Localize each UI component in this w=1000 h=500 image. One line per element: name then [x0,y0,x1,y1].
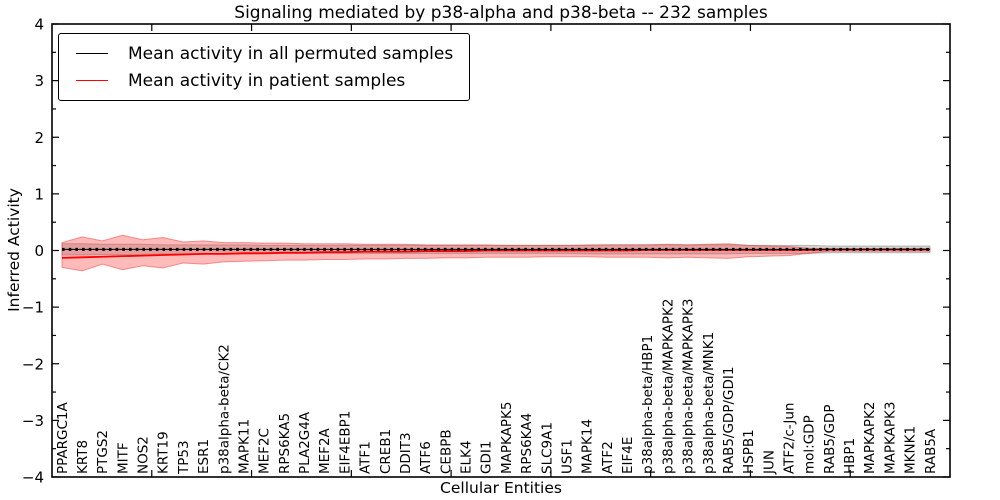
entity-label: ESR1 [196,439,212,474]
y-tick-label: 4 [34,16,44,34]
legend: Mean activity in all permuted samples Me… [58,33,471,101]
entity-label: MAPKAPK5 [499,402,515,474]
y-tick-label: −4 [22,469,44,487]
entity-label: p38alpha-beta/MAPKAPK2 [660,299,676,475]
entity-label: MEF2C [257,428,273,474]
entity-label: MKNK1 [903,426,919,474]
entity-label: KRT8 [75,440,91,474]
entity-label: MAPK11 [236,419,252,474]
entity-label: GDI1 [479,441,495,474]
y-tick-label: −3 [22,412,44,430]
entity-label: JUN [761,450,777,475]
entity-label: MITF [115,442,131,474]
legend-label-permuted: Mean activity in all permuted samples [128,43,454,64]
entity-label: EIF4E [620,437,636,474]
entity-label: SLC9A1 [539,422,555,474]
entity-label: PLA2G4A [297,411,313,474]
entity-label: RAB5A [923,428,939,474]
entity-label: RPS6KA5 [277,413,293,474]
entity-label: MEF2A [317,427,333,474]
entity-label: EIF4EBP1 [337,411,353,474]
entity-label: DDIT3 [398,432,414,474]
entity-label: MAPKAPK3 [882,402,898,474]
entity-label: p38alpha-beta/MAPKAPK3 [681,299,697,475]
entity-label: PTGS2 [95,430,111,474]
entity-label: HBP1 [842,438,858,474]
entity-label: USF1 [559,439,575,474]
entity-label: CREB1 [378,429,394,474]
entity-label: TP53 [176,440,192,475]
patient-mean-line [61,248,930,259]
entity-label: RAB5/GDP [822,405,838,474]
entity-label: NOS2 [136,436,152,474]
entity-label: p38alpha-beta/MNK1 [701,332,717,474]
legend-line-red-icon [76,80,108,81]
entity-label: MAPKAPK2 [862,402,878,474]
legend-item-permuted: Mean activity in all permuted samples [59,40,453,67]
y-tick-label: 2 [34,129,44,147]
entity-label: KRT19 [156,431,172,474]
x-axis-label: Cellular Entities [440,479,562,497]
entity-label: p38alpha-beta/HBP1 [640,335,656,474]
entity-label: p38alpha-beta/CK2 [216,344,232,474]
entity-label: ATF1 [358,441,374,474]
entity-label: MAPK14 [580,419,596,474]
entity-label: PPARGC1A [55,401,71,474]
y-tick-label: −2 [22,355,44,373]
legend-item-patient: Mean activity in patient samples [59,67,453,94]
entity-label: CEBPB [438,429,454,474]
chart-title: Signaling mediated by p38-alpha and p38-… [234,3,768,23]
entity-label: ATF2/c-Jun [781,403,797,474]
y-tick-label: 3 [34,72,44,90]
legend-label-patient: Mean activity in patient samples [128,70,406,91]
entity-label: RPS6KA4 [519,413,535,474]
y-tick-label: 1 [34,185,44,203]
entity-label: ATF6 [418,441,434,474]
entity-label: HSPB1 [741,429,757,474]
y-tick-label: −1 [22,299,44,317]
entity-label: ELK4 [459,441,475,475]
entity-label: mol:GDP [802,415,818,474]
y-tick-label: 0 [34,242,44,260]
entity-label: ATF2 [600,441,616,474]
band-patient [61,234,931,272]
entity-label: RAB5/GDP/GDI1 [721,367,737,474]
legend-line-black-icon [76,53,108,54]
y-axis-label: Inferred Activity [5,188,23,312]
